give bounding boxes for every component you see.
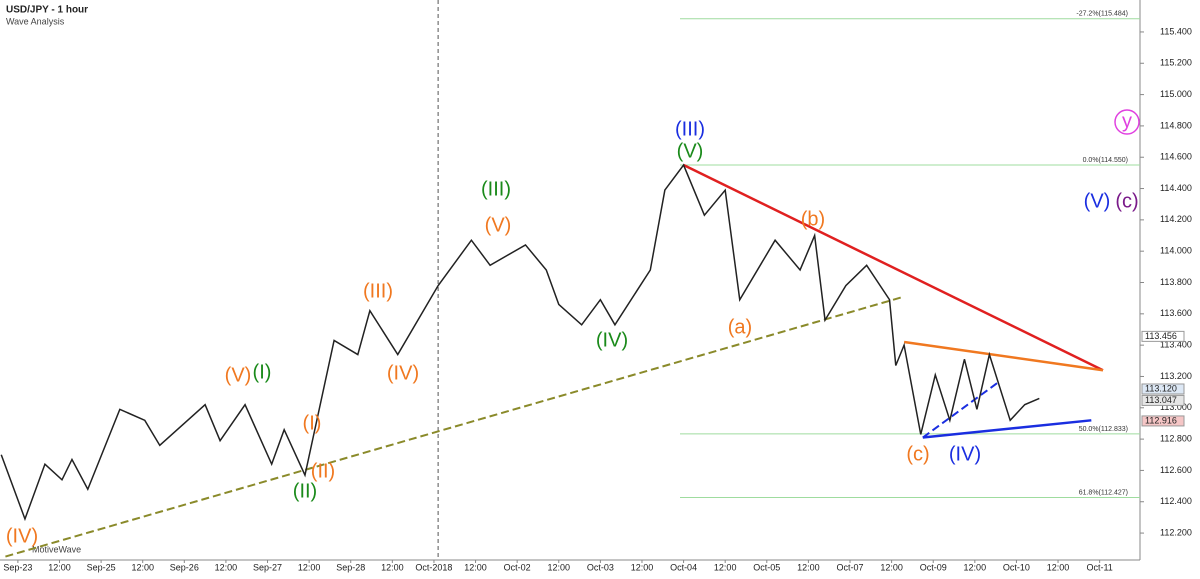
plot-area — [0, 0, 1140, 560]
y-tick-label: 112.400 — [1160, 496, 1192, 506]
x-tick-label: Oct-09 — [920, 562, 947, 572]
trendline — [683, 163, 1104, 372]
price-marker — [1141, 383, 1185, 395]
price-marker-label: 113.456 — [1145, 331, 1177, 341]
x-tick-label: 12:00 — [714, 562, 737, 572]
wave-label: (I) — [303, 412, 322, 434]
trendline — [903, 340, 1104, 372]
y-tick-label: 112.800 — [1160, 433, 1192, 443]
y-tick-label: 115.400 — [1160, 26, 1192, 36]
wave-label: (IV) — [596, 329, 628, 351]
x-tick-label: Oct-10 — [1003, 562, 1030, 572]
x-tick-label: Sep-26 — [170, 562, 199, 572]
y-tick-label: 112.600 — [1160, 465, 1192, 475]
y-tick-label: 114.400 — [1160, 183, 1192, 193]
wave-label: (V) — [225, 364, 252, 386]
price-marker-label: 113.120 — [1145, 383, 1177, 393]
x-tick-label: 12:00 — [964, 562, 987, 572]
price-marker — [1141, 415, 1185, 427]
wave-label: (III) — [675, 118, 705, 140]
x-tick-label: Oct-07 — [836, 562, 863, 572]
wave-label: (a) — [728, 316, 752, 338]
price-marker — [1141, 330, 1185, 342]
wave-label: (I) — [253, 361, 272, 383]
wave-label: (c) — [1115, 190, 1138, 212]
y-tick-label: 113.200 — [1160, 371, 1192, 381]
x-tick-label: Oct-04 — [670, 562, 697, 572]
wave-label: y — [1122, 110, 1132, 132]
wave-label: (V) — [485, 214, 512, 236]
x-tick-label: 12:00 — [464, 562, 487, 572]
x-tick-label: 12:00 — [381, 562, 404, 572]
wave-label: (V) — [677, 140, 704, 162]
wave-label: (II) — [293, 480, 317, 502]
wave-label: (IV) — [6, 525, 38, 547]
x-tick-label: Sep-25 — [87, 562, 116, 572]
x-tick-label: Sep-27 — [253, 562, 282, 572]
x-tick-label: Sep-28 — [336, 562, 365, 572]
wave-label: (III) — [363, 280, 393, 302]
x-tick-label: Sep-23 — [3, 562, 32, 572]
chart-title: USD/JPY - 1 hour — [6, 5, 88, 16]
wave-label: (III) — [481, 178, 511, 200]
y-tick-label: 114.800 — [1160, 120, 1192, 130]
wave-label: (V) — [1084, 190, 1111, 212]
x-tick-label: 12:00 — [548, 562, 571, 572]
fib-label: 61.8%(112.427) — [1079, 489, 1128, 496]
x-tick-label: Oct-05 — [753, 562, 780, 572]
x-tick-label: 12:00 — [131, 562, 154, 572]
y-tick-label: 113.800 — [1160, 277, 1192, 287]
x-tick-label: 12:00 — [1047, 562, 1070, 572]
fib-label: -27.2%(115.484) — [1076, 11, 1128, 18]
x-tick-label: 12:00 — [48, 562, 71, 572]
fib-label: 50.0%(112.833) — [1079, 426, 1128, 433]
x-tick-label: 12:00 — [631, 562, 654, 572]
trendline — [922, 419, 1092, 439]
y-tick-label: 112.200 — [1160, 527, 1192, 537]
y-tick-label: 114.200 — [1160, 214, 1192, 224]
wave-circle — [1114, 109, 1140, 135]
wave-label: (II) — [311, 460, 335, 482]
y-tick-label: 114.600 — [1160, 152, 1192, 162]
x-tick-label: Oct-2018 — [415, 562, 452, 572]
x-tick-label: Oct-11 — [1086, 562, 1112, 572]
y-tick-label: 113.600 — [1160, 308, 1192, 318]
x-tick-label: 12:00 — [880, 562, 903, 572]
x-tick-label: 12:00 — [797, 562, 820, 572]
y-tick-label: 113.400 — [1160, 340, 1192, 350]
trendline — [922, 380, 1001, 439]
price-marker — [1141, 394, 1185, 406]
x-tick-label: Oct-02 — [504, 562, 531, 572]
x-tick-label: 12:00 — [298, 562, 321, 572]
y-tick-label: 115.000 — [1160, 89, 1192, 99]
wave-label: (c) — [906, 443, 929, 465]
price-marker-label: 112.916 — [1145, 415, 1177, 425]
wave-label: (IV) — [949, 443, 981, 465]
chart-subtitle: Wave Analysis — [6, 16, 65, 26]
wave-label: (IV) — [387, 362, 419, 384]
footer: MotiveWave — [32, 544, 81, 554]
price-line — [0, 163, 1040, 522]
wave-label: (b) — [801, 208, 825, 230]
y-tick-label: 114.000 — [1160, 246, 1192, 256]
y-tick-label: 115.200 — [1160, 58, 1192, 68]
price-marker-label: 113.047 — [1145, 395, 1177, 405]
x-tick-label: Oct-03 — [587, 562, 614, 572]
fib-label: 0.0%(114.550) — [1083, 157, 1128, 164]
x-tick-label: 12:00 — [215, 562, 238, 572]
y-tick-label: 113.000 — [1160, 402, 1192, 412]
